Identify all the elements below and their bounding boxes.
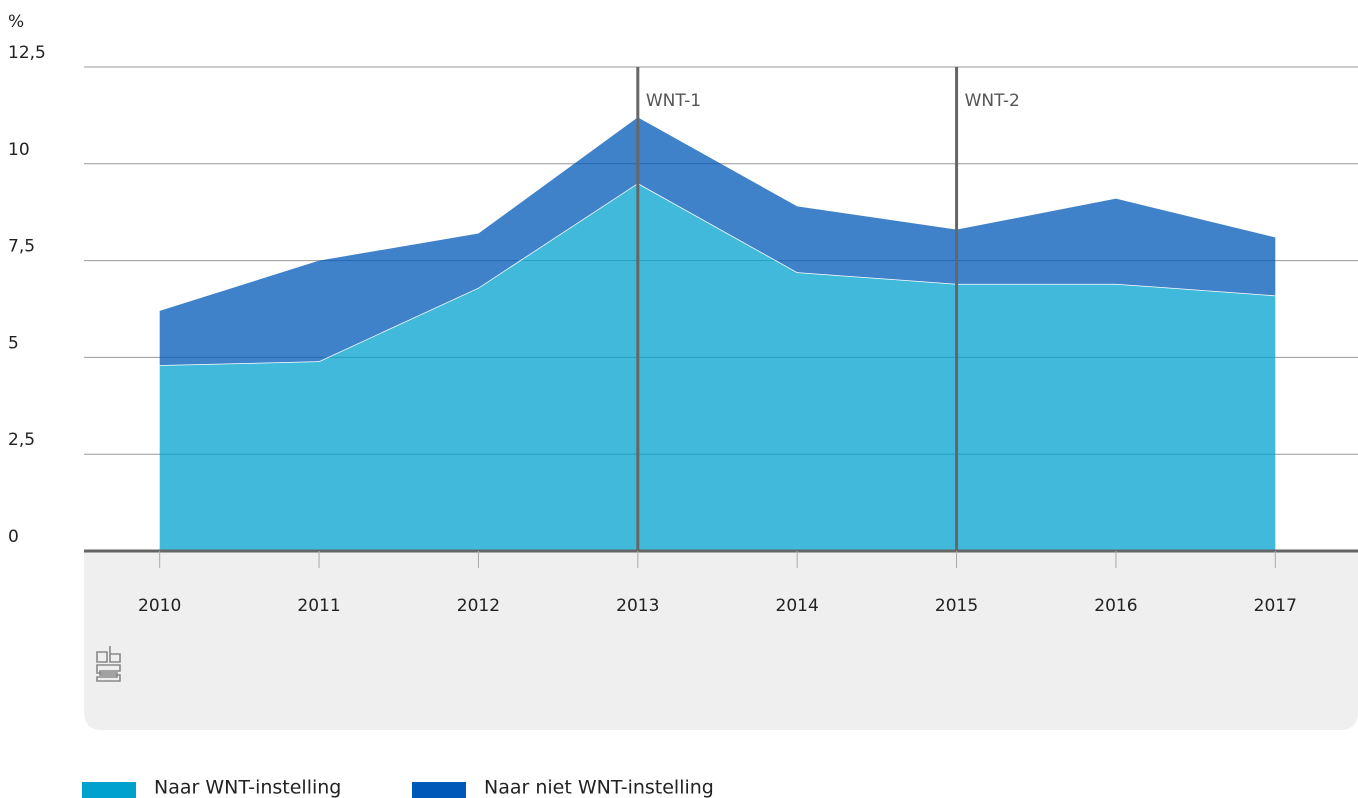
y-unit: %: [8, 12, 24, 32]
x-tick-label: 2013: [616, 596, 659, 616]
x-tick-label: 2016: [1094, 596, 1137, 616]
x-tick-label: 2015: [935, 596, 978, 616]
x-tick-label: 2011: [297, 596, 340, 616]
y-tick-label: 5: [8, 333, 19, 353]
legend-label: Naar WNT-instelling: [154, 777, 341, 798]
legend-swatch: [82, 782, 136, 798]
x-tick-label: 2017: [1254, 596, 1297, 616]
y-tick-label: 0: [8, 527, 19, 547]
y-tick-label: 2,5: [8, 430, 35, 450]
x-tick-label: 2012: [457, 596, 500, 616]
axis-panel: [84, 551, 1358, 730]
x-tick-label: 2014: [776, 596, 819, 616]
x-tick-label: 2010: [138, 596, 181, 616]
annotation-label: WNT-1: [646, 91, 701, 111]
y-tick-label: 7,5: [8, 237, 35, 257]
y-tick-label: 12,5: [8, 43, 46, 63]
legend-swatch: [412, 782, 466, 798]
area: [159, 183, 1276, 551]
logo: [96, 646, 121, 682]
area: [159, 117, 1276, 366]
annotation-label: WNT-2: [965, 91, 1020, 111]
y-tick-label: 10: [8, 140, 30, 160]
legend-label: Naar niet WNT-instelling: [484, 777, 714, 798]
